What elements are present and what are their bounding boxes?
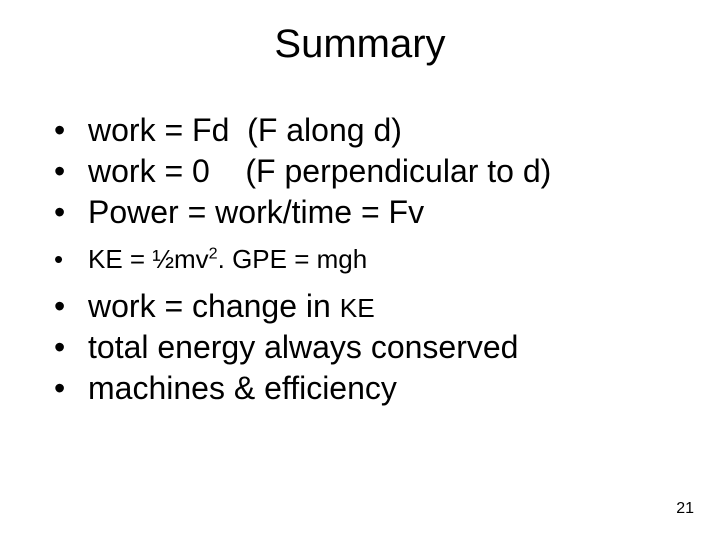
bullet-dot-icon: •	[52, 286, 88, 327]
bullet-text: work = Fd (F along d)	[88, 110, 402, 151]
bullet-row: •work = Fd (F along d)	[52, 110, 680, 151]
bullet-dot-icon: •	[52, 110, 88, 151]
bullet-text: total energy always conserved	[88, 327, 518, 368]
bullet-row: •KE = ½mv2. GPE = mgh	[52, 243, 680, 276]
bullet-text: Power = work/time = Fv	[88, 192, 424, 233]
bullet-dot-icon: •	[52, 151, 88, 192]
bullet-text: work = change in KE	[88, 286, 375, 327]
bullet-text: machines & efficiency	[88, 368, 397, 409]
bullet-text: KE = ½mv2. GPE = mgh	[88, 243, 367, 276]
bullet-dot-icon: •	[52, 327, 88, 368]
slide: Summary •work = Fd (F along d)•work = 0 …	[0, 0, 720, 540]
bullet-row: •total energy always conserved	[52, 327, 680, 368]
bullet-row: •work = change in KE	[52, 286, 680, 327]
bullet-row: •work = 0 (F perpendicular to d)	[52, 151, 680, 192]
bullet-text: work = 0 (F perpendicular to d)	[88, 151, 551, 192]
bullet-dot-icon: •	[52, 243, 88, 276]
bullet-row: •Power = work/time = Fv	[52, 192, 680, 233]
bullet-dot-icon: •	[52, 368, 88, 409]
slide-content: •work = Fd (F along d)•work = 0 (F perpe…	[52, 110, 680, 409]
page-number: 21	[676, 500, 694, 518]
bullet-dot-icon: •	[52, 192, 88, 233]
slide-title: Summary	[0, 22, 720, 67]
bullet-row: •machines & efficiency	[52, 368, 680, 409]
